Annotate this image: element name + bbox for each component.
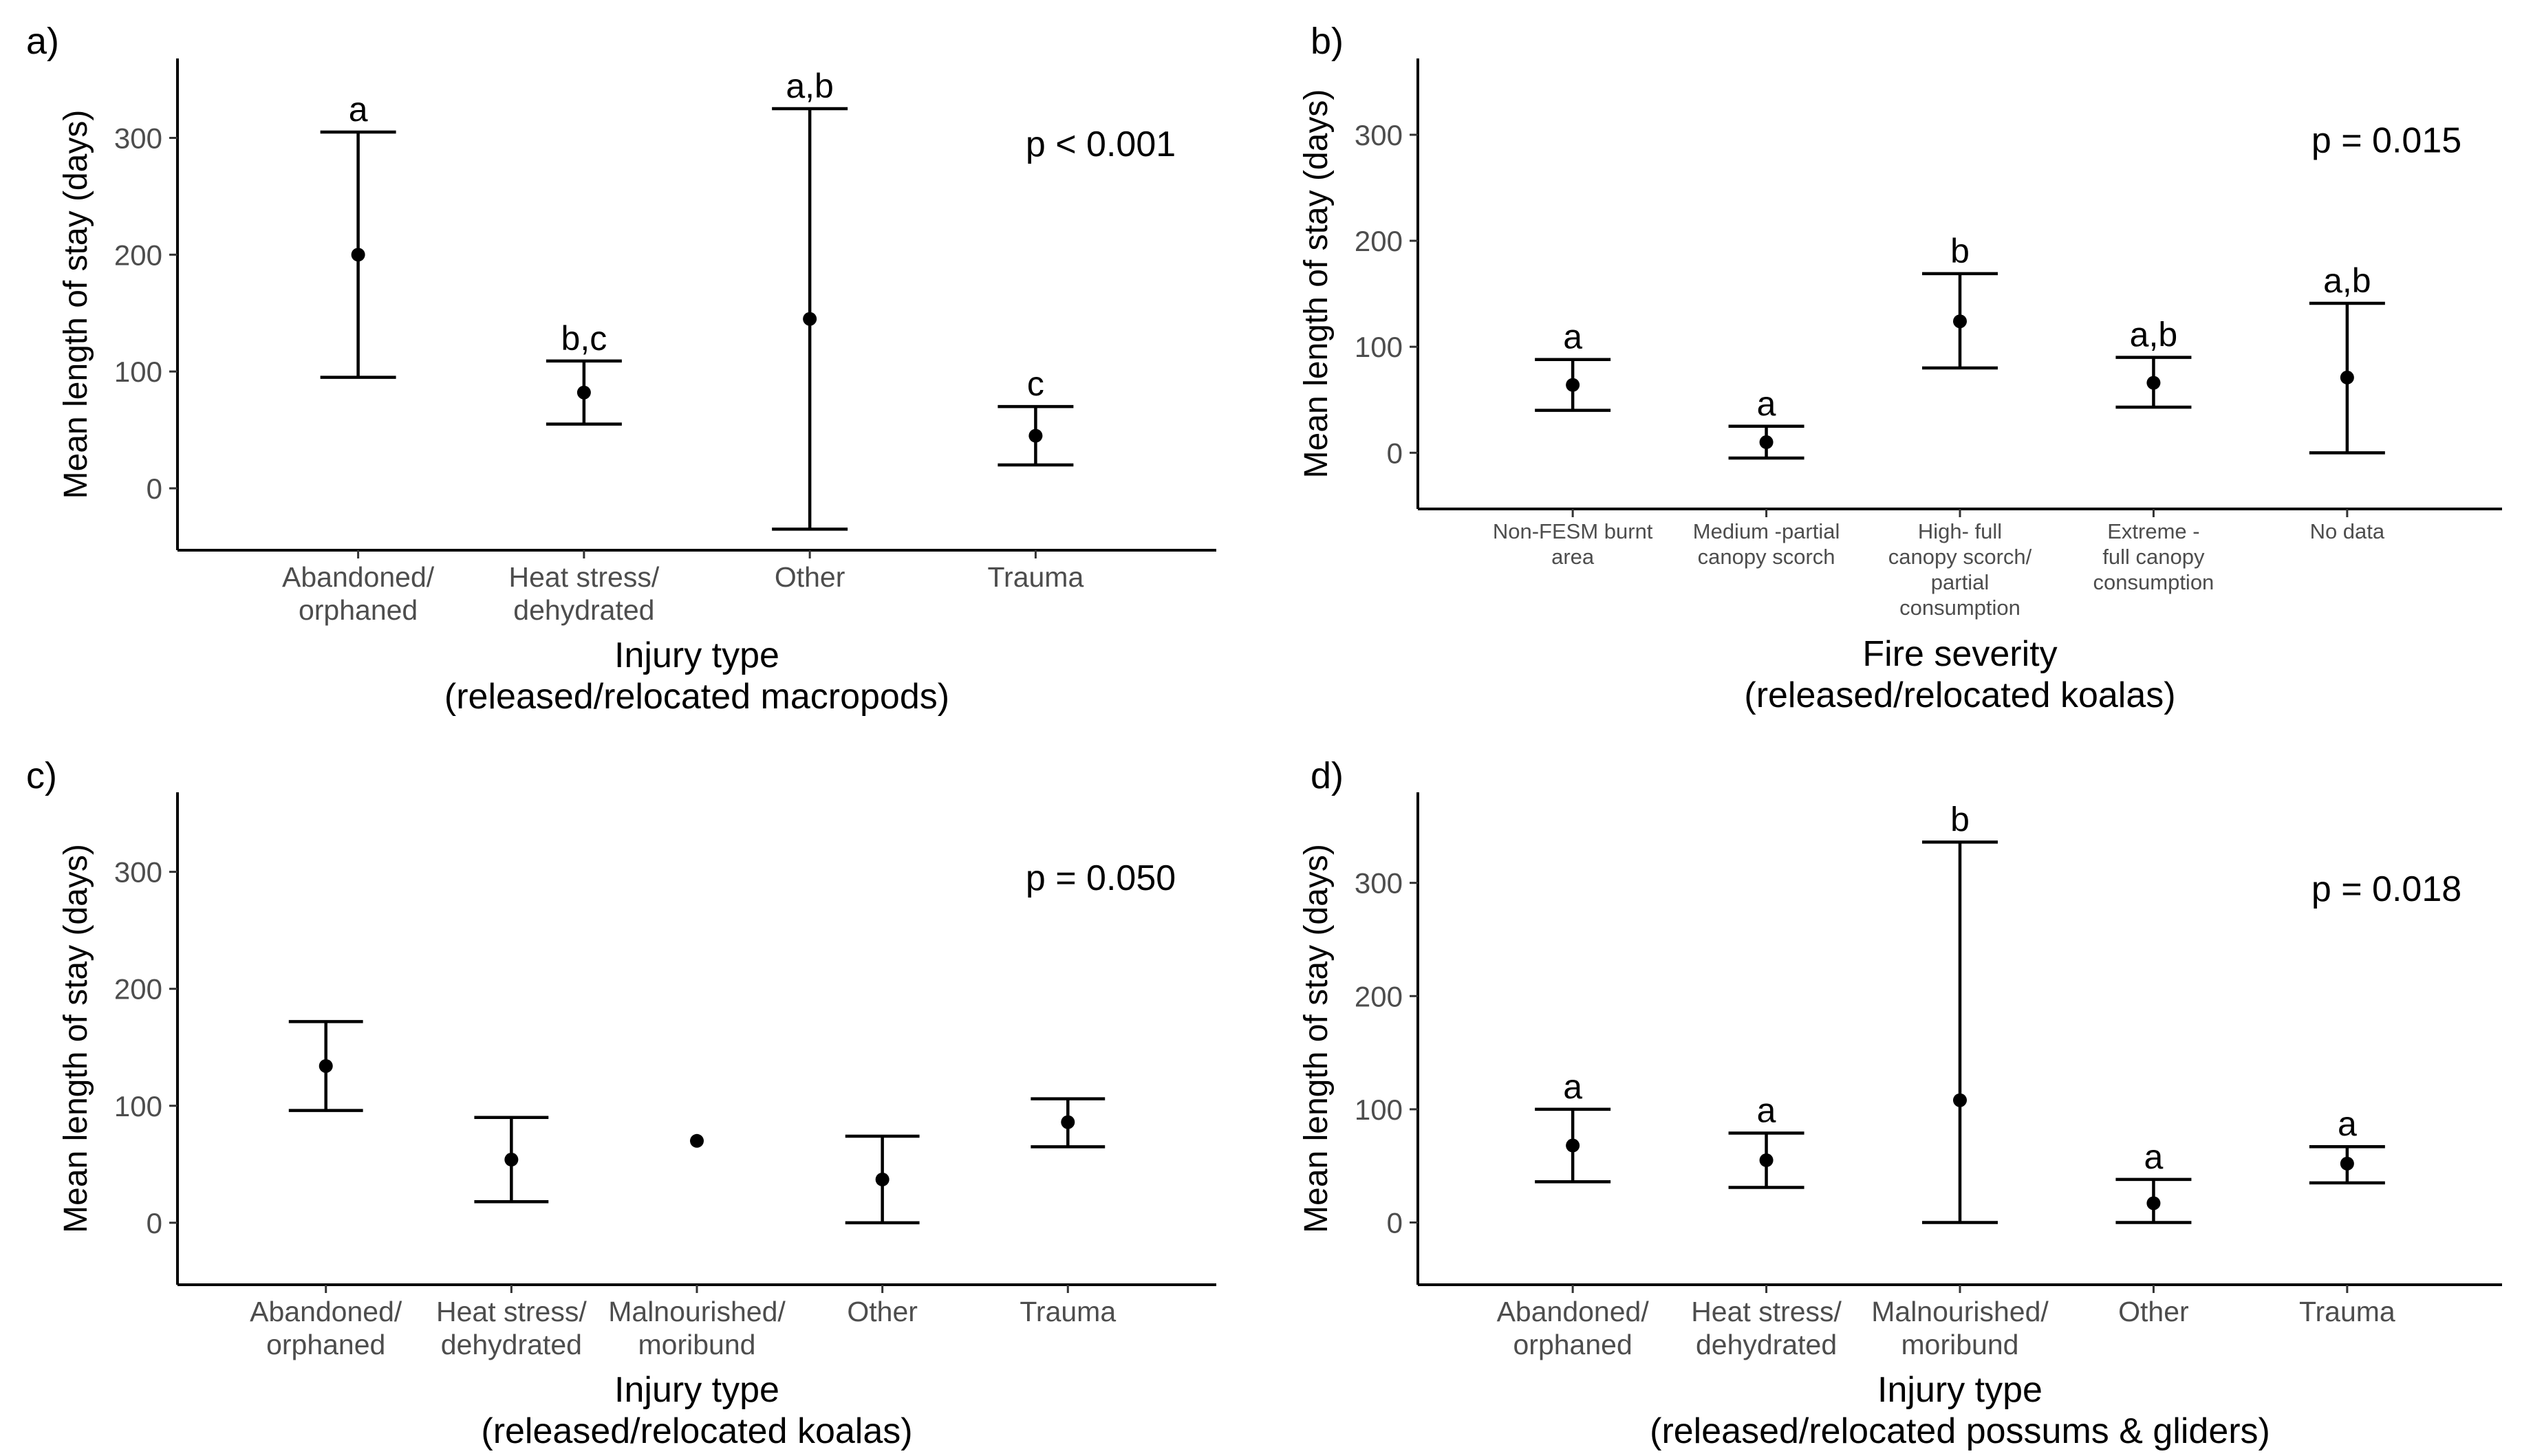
y-tick-label: 0	[1387, 437, 1403, 469]
y-tick-label: 300	[114, 122, 162, 154]
x-axis-title: Injury type (released/relocated possums &…	[1650, 1370, 2270, 1451]
y-tick-label: 300	[114, 856, 162, 889]
mean-point	[576, 385, 591, 400]
significance-letter: a,b	[2323, 261, 2371, 300]
mean-point	[1028, 428, 1043, 443]
mean-point	[2340, 1156, 2354, 1171]
mean-point	[690, 1133, 704, 1148]
x-tick-label: Other	[2118, 1296, 2189, 1327]
x-tick-label: Other	[775, 561, 845, 593]
y-tick-label: 200	[1355, 980, 1403, 1012]
x-tick-label: Abandoned/orphaned	[282, 561, 435, 626]
y-tick-label: 100	[114, 1090, 162, 1122]
x-tick-label: Medium -partial canopy scorch	[1693, 519, 1840, 569]
mean-point	[875, 1172, 890, 1186]
mean-point	[1759, 1153, 1774, 1167]
panel-a: a) 0 100 200 300 Mean length of stay (days) Ab…	[26, 21, 1216, 717]
mean-point	[1061, 1115, 1075, 1129]
mean-point	[1953, 314, 1967, 329]
significance-letter: b	[1950, 232, 1970, 270]
p-value-label: p < 0.001	[1026, 124, 1176, 164]
mean-point	[504, 1153, 519, 1167]
y-axis-title: Mean length of stay (days)	[1298, 89, 1335, 479]
significance-letter: b	[1950, 800, 1970, 838]
panel-label: c)	[26, 755, 57, 796]
y-tick-label: 200	[1355, 225, 1403, 257]
x-tick-label: Trauma	[2299, 1296, 2395, 1327]
p-value-label: p = 0.018	[2311, 869, 2461, 909]
mean-point	[803, 312, 817, 326]
x-tick-label: Trauma	[988, 561, 1084, 593]
significance-letter: c	[1027, 365, 1044, 403]
x-tick-label: Heat stress/dehydrated	[1691, 1296, 1842, 1360]
y-tick-label: 200	[114, 239, 162, 271]
mean-point	[2340, 370, 2354, 384]
y-tick-label: 0	[147, 472, 162, 505]
x-tick-label: Malnourished/moribund	[1871, 1296, 2049, 1360]
y-tick-label: 100	[1355, 1094, 1403, 1126]
panel-label: b)	[1311, 21, 1344, 62]
mean-point	[1566, 378, 1580, 392]
significance-letter: a	[1563, 318, 1582, 356]
x-tick-label: Heat stress/dehydrated	[509, 561, 660, 626]
significance-letter: a	[1563, 1067, 1582, 1106]
y-axis-title: Mean length of stay (days)	[58, 110, 94, 499]
significance-letter: a	[2144, 1138, 2164, 1176]
x-tick-label: Heat stress/dehydrated	[436, 1296, 587, 1360]
x-axis-title: Injury type (released/relocated macropods…	[444, 635, 949, 717]
significance-letter: a	[2338, 1105, 2357, 1143]
significance-letter: a	[1757, 384, 1776, 423]
significance-letter: a	[349, 90, 368, 129]
significance-letter: a,b	[2130, 316, 2178, 354]
y-tick-label: 300	[1355, 867, 1403, 900]
y-tick-label: 300	[1355, 119, 1403, 151]
x-tick-label: Other	[847, 1296, 918, 1327]
x-tick-label: Trauma	[1020, 1296, 1116, 1327]
mean-point	[2146, 376, 2161, 390]
x-tick-label: Malnourished/moribund	[608, 1296, 786, 1360]
significance-letter: a,b	[786, 67, 834, 105]
significance-letter: b,c	[561, 319, 607, 358]
y-tick-label: 100	[114, 356, 162, 388]
y-tick-label: 0	[147, 1207, 162, 1239]
x-tick-label: Abandoned/orphaned	[1497, 1296, 1650, 1360]
mean-point	[351, 248, 365, 262]
significance-letter: a	[1757, 1091, 1776, 1129]
y-axis-title: Mean length of stay (days)	[58, 844, 94, 1233]
x-tick-label: No data	[2310, 519, 2385, 543]
x-axis-title: Fire severity (released/relocated koalas)	[1744, 634, 2175, 715]
mean-point	[1759, 435, 1774, 449]
x-tick-label: Non-FESM burnt area	[1493, 519, 1653, 569]
panel-c: c) 0 100 200 300 Mean length of stay (days) Ab…	[26, 755, 1216, 1451]
mean-point	[319, 1058, 333, 1073]
x-tick-label: Abandoned/orphaned	[250, 1296, 402, 1360]
panel-label: a)	[26, 21, 59, 62]
x-tick-label: Extreme -full canopy consumption	[2093, 519, 2214, 594]
x-tick-label: High- full canopy scorch/partial consumpti…	[1888, 519, 2032, 620]
y-tick-label: 0	[1387, 1206, 1403, 1239]
y-tick-label: 200	[114, 973, 162, 1006]
y-axis-title: Mean length of stay (days)	[1298, 844, 1335, 1233]
x-axis-title: Injury type (released/relocated koalas)	[481, 1370, 912, 1451]
mean-point	[1566, 1138, 1580, 1153]
y-tick-label: 100	[1355, 331, 1403, 363]
mean-point	[2146, 1196, 2161, 1210]
panel-label: d)	[1311, 755, 1344, 796]
panel-d: d) 0 100 200 300 Mean length of stay (days) Ab…	[1298, 755, 2502, 1451]
p-value-label: p = 0.050	[1026, 858, 1176, 898]
panel-b: b) 0 100 200 300 Mean length of stay (days) No…	[1298, 21, 2502, 715]
p-value-label: p = 0.015	[2311, 121, 2461, 161]
mean-point	[1953, 1093, 1967, 1107]
